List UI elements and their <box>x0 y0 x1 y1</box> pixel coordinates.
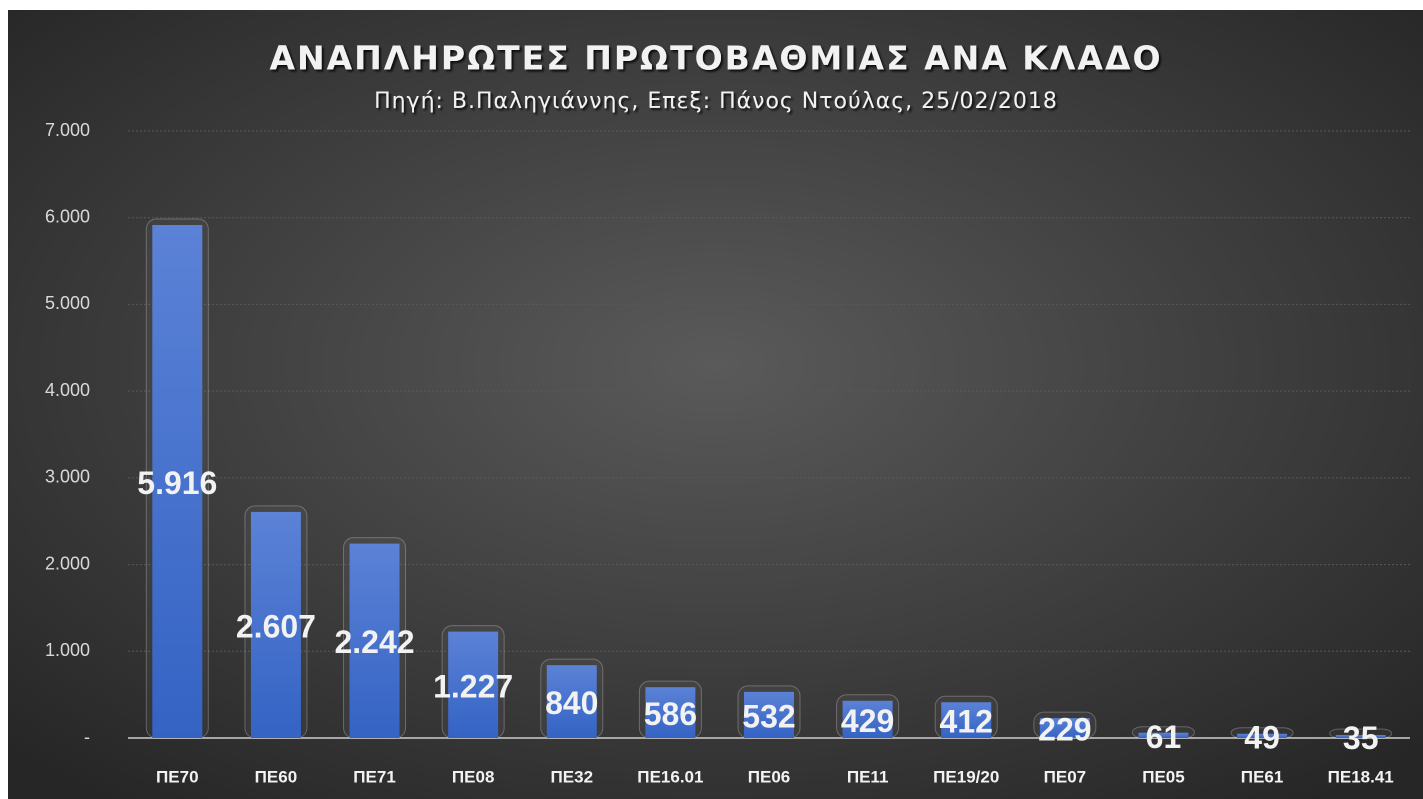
x-tick-label: ΠΕ11 <box>847 767 889 786</box>
value-label: 532 <box>742 698 795 734</box>
x-tick-label: ΠΕ61 <box>1241 767 1284 786</box>
value-label: 840 <box>545 685 598 721</box>
x-tick-label: ΠΕ07 <box>1044 767 1087 786</box>
bar <box>152 224 203 738</box>
x-tick-label: ΠΕ08 <box>452 767 495 786</box>
value-label: 412 <box>940 704 993 740</box>
value-label: 586 <box>644 696 697 732</box>
x-tick-label: ΠΕ05 <box>1142 767 1185 786</box>
bar <box>941 702 992 738</box>
bar <box>842 700 893 738</box>
bar <box>546 665 597 738</box>
chart-subtitle: Πηγή: Β.Παληγιάννης, Επεξ: Πάνος Ντούλας… <box>374 89 1058 114</box>
bar <box>448 631 499 738</box>
x-tick-label: ΠΕ06 <box>748 767 791 786</box>
bar <box>349 543 400 738</box>
value-label: 229 <box>1038 712 1091 748</box>
value-label: 1.227 <box>433 668 513 704</box>
y-tick-label: 2.000 <box>45 553 90 573</box>
x-tick-label: ΠΕ32 <box>551 767 594 786</box>
value-label: 5.916 <box>137 465 217 501</box>
value-label: 35 <box>1343 720 1379 756</box>
y-tick-label: 5.000 <box>45 293 90 313</box>
y-tick-label: 6.000 <box>45 206 90 226</box>
bar <box>1039 718 1090 738</box>
x-tick-label: ΠΕ16.01 <box>637 767 703 786</box>
value-label: 429 <box>841 703 894 739</box>
value-label: 61 <box>1146 719 1182 755</box>
background <box>8 10 1423 799</box>
bar <box>744 691 794 738</box>
value-label: 49 <box>1244 719 1280 755</box>
bar <box>1335 734 1386 738</box>
chart-title: ΑΝΑΠΛΗΡΩΤΕΣ ΠΡΩΤΟΒΑΘΜΙΑΣ ΑΝΑ ΚΛΑΔΟ <box>269 39 1162 78</box>
bar <box>1138 732 1189 738</box>
bar <box>645 687 696 738</box>
bar <box>1237 733 1288 738</box>
x-tick-label: ΠΕ19/20 <box>933 767 999 786</box>
y-tick-label: 1.000 <box>45 640 90 660</box>
bar <box>250 511 301 738</box>
x-tick-label: ΠΕ60 <box>255 767 298 786</box>
y-tick-label: 4.000 <box>45 380 90 400</box>
x-tick-label: ΠΕ71 <box>353 767 396 786</box>
y-tick-label: 3.000 <box>45 467 90 487</box>
y-tick-label: - <box>84 727 90 747</box>
value-label: 2.607 <box>236 608 316 644</box>
value-label: 2.242 <box>334 624 414 660</box>
x-tick-label: ΠΕ70 <box>156 767 199 786</box>
y-tick-label: 7.000 <box>45 120 90 140</box>
x-tick-label: ΠΕ18.41 <box>1328 767 1394 786</box>
